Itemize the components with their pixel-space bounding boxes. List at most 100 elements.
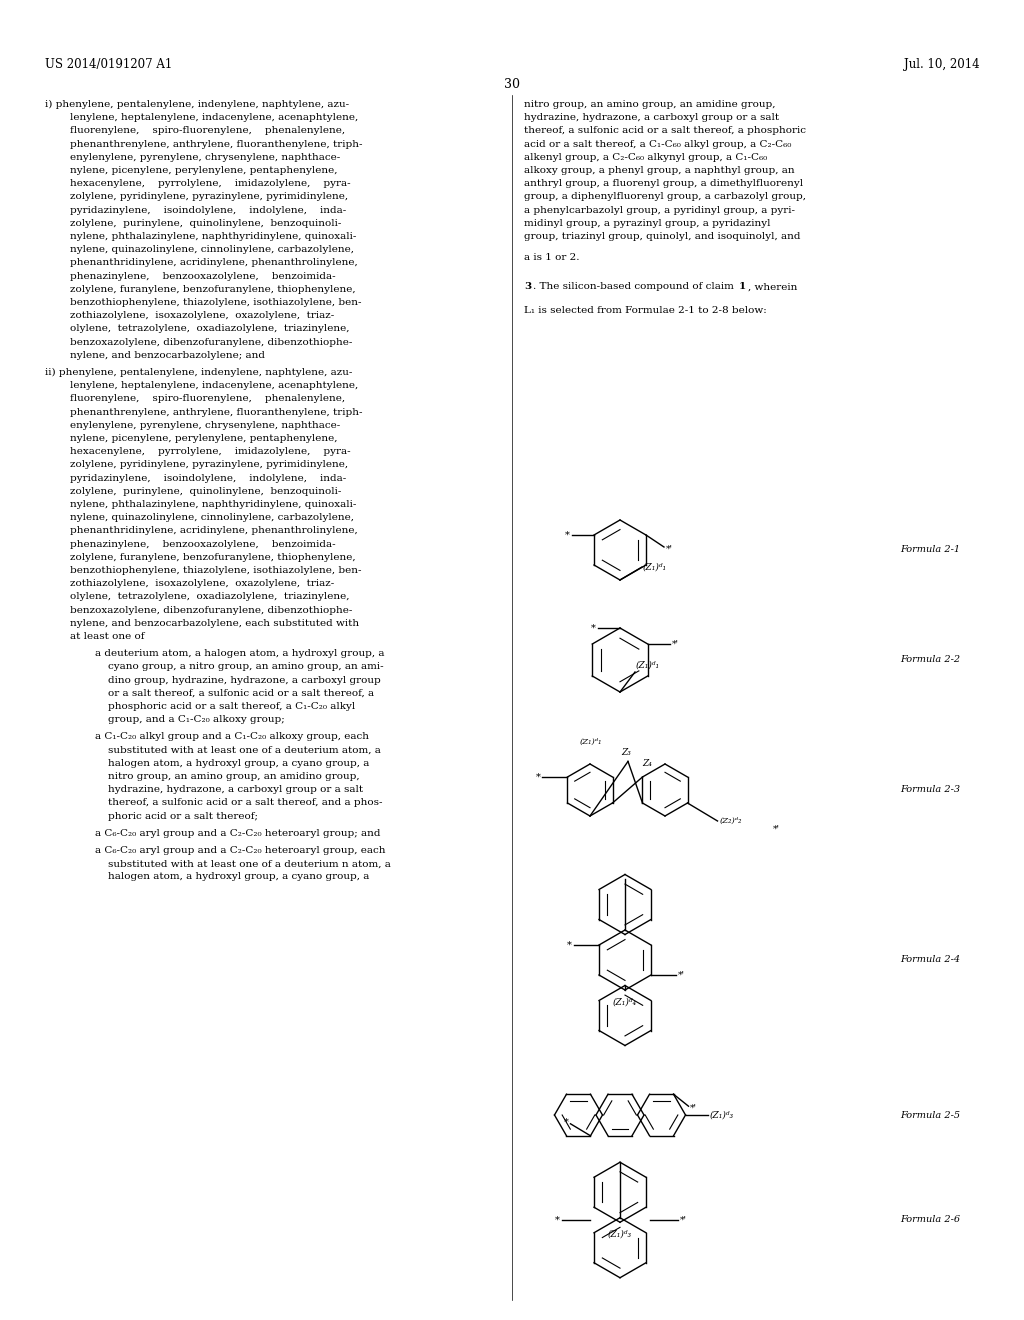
Text: fluorenylene,    spiro-fluorenylene,    phenalenylene,: fluorenylene, spiro-fluorenylene, phenal… — [70, 395, 345, 404]
Text: benzothiophenylene, thiazolylene, isothiazolylene, ben-: benzothiophenylene, thiazolylene, isothi… — [70, 298, 361, 308]
Text: phenazinylene,    benzooxazolylene,    benzoimida-: phenazinylene, benzooxazolylene, benzoim… — [70, 540, 336, 549]
Text: *: * — [536, 772, 541, 781]
Text: benzoxazolylene, dibenzofuranylene, dibenzothiophe-: benzoxazolylene, dibenzofuranylene, dibe… — [70, 338, 352, 347]
Text: alkenyl group, a C₂-C₆₀ alkynyl group, a C₁-C₆₀: alkenyl group, a C₂-C₆₀ alkynyl group, a… — [524, 153, 767, 162]
Text: (Z₁)ᵈ₄: (Z₁)ᵈ₄ — [613, 998, 637, 1006]
Text: nylene, phthalazinylene, naphthyridinylene, quinoxali-: nylene, phthalazinylene, naphthyridinyle… — [70, 232, 356, 242]
Text: halogen atom, a hydroxyl group, a cyano group, a: halogen atom, a hydroxyl group, a cyano … — [95, 759, 370, 768]
Text: 1: 1 — [739, 282, 746, 292]
Text: phoric acid or a salt thereof;: phoric acid or a salt thereof; — [95, 812, 258, 821]
Text: phenazinylene,    benzooxazolylene,    benzoimida-: phenazinylene, benzooxazolylene, benzoim… — [70, 272, 336, 281]
Text: phosphoric acid or a salt thereof, a C₁-C₂₀ alkyl: phosphoric acid or a salt thereof, a C₁-… — [95, 702, 355, 711]
Text: nylene, and benzocarbazolylene, each substituted with: nylene, and benzocarbazolylene, each sub… — [70, 619, 359, 628]
Text: Formula 2-2: Formula 2-2 — [900, 656, 961, 664]
Text: benzoxazolylene, dibenzofuranylene, dibenzothiophe-: benzoxazolylene, dibenzofuranylene, dibe… — [70, 606, 352, 615]
Text: *: * — [555, 1216, 560, 1225]
Text: US 2014/0191207 A1: US 2014/0191207 A1 — [45, 58, 172, 71]
Text: Formula 2-3: Formula 2-3 — [900, 785, 961, 795]
Text: *': *' — [678, 970, 685, 979]
Text: pyridazinylene,    isoindolylene,    indolylene,    inda-: pyridazinylene, isoindolylene, indolylen… — [70, 206, 346, 215]
Text: benzothiophenylene, thiazolylene, isothiazolylene, ben-: benzothiophenylene, thiazolylene, isothi… — [70, 566, 361, 576]
Text: zolylene, furanylene, benzofuranylene, thiophenylene,: zolylene, furanylene, benzofuranylene, t… — [70, 553, 355, 562]
Text: *': *' — [689, 1104, 696, 1113]
Text: (Z₂)ᵈ₂: (Z₂)ᵈ₂ — [720, 817, 742, 825]
Text: olylene,  tetrazolylene,  oxadiazolylene,  triazinylene,: olylene, tetrazolylene, oxadiazolylene, … — [70, 593, 349, 602]
Text: nylene, and benzocarbazolylene; and: nylene, and benzocarbazolylene; and — [70, 351, 265, 360]
Text: nitro group, an amino group, an amidine group,: nitro group, an amino group, an amidine … — [524, 100, 775, 110]
Text: olylene,  tetrazolylene,  oxadiazolylene,  triazinylene,: olylene, tetrazolylene, oxadiazolylene, … — [70, 325, 349, 334]
Text: alkoxy group, a phenyl group, a naphthyl group, an: alkoxy group, a phenyl group, a naphthyl… — [524, 166, 795, 176]
Text: zothiazolylene,  isoxazolylene,  oxazolylene,  triaz-: zothiazolylene, isoxazolylene, oxazolyle… — [70, 579, 334, 589]
Text: a phenylcarbazolyl group, a pyridinyl group, a pyri-: a phenylcarbazolyl group, a pyridinyl gr… — [524, 206, 795, 215]
Text: zolylene,  purinylene,  quinolinylene,  benzoquinoli-: zolylene, purinylene, quinolinylene, ben… — [70, 219, 341, 228]
Text: substituted with at least one of a deuterium atom, a: substituted with at least one of a deute… — [95, 746, 381, 755]
Text: midinyl group, a pyrazinyl group, a pyridazinyl: midinyl group, a pyrazinyl group, a pyri… — [524, 219, 770, 228]
Text: cyano group, a nitro group, an amino group, an ami-: cyano group, a nitro group, an amino gro… — [95, 663, 384, 672]
Text: Formula 2-5: Formula 2-5 — [900, 1110, 961, 1119]
Text: at least one of: at least one of — [70, 632, 144, 642]
Text: (Z₁)ᵈ₁: (Z₁)ᵈ₁ — [580, 738, 602, 746]
Text: nylene, picenylene, perylenylene, pentaphenylene,: nylene, picenylene, perylenylene, pentap… — [70, 434, 338, 444]
Text: hexacenylene,    pyrrolylene,    imidazolylene,    pyra-: hexacenylene, pyrrolylene, imidazolylene… — [70, 447, 350, 457]
Text: Formula 2-4: Formula 2-4 — [900, 956, 961, 965]
Text: pyridazinylene,    isoindolylene,    indolylene,    inda-: pyridazinylene, isoindolylene, indolylen… — [70, 474, 346, 483]
Text: a C₁-C₂₀ alkyl group and a C₁-C₂₀ alkoxy group, each: a C₁-C₂₀ alkyl group and a C₁-C₂₀ alkoxy… — [95, 733, 369, 742]
Text: L₁ is selected from Formulae 2-1 to 2-8 below:: L₁ is selected from Formulae 2-1 to 2-8 … — [524, 306, 767, 315]
Text: thereof, a sulfonic acid or a salt thereof, a phosphoric: thereof, a sulfonic acid or a salt there… — [524, 127, 806, 136]
Text: nylene, phthalazinylene, naphthyridinylene, quinoxali-: nylene, phthalazinylene, naphthyridinyle… — [70, 500, 356, 510]
Text: nylene, picenylene, perylenylene, pentaphenylene,: nylene, picenylene, perylenylene, pentap… — [70, 166, 338, 176]
Text: lenylene, heptalenylene, indacenylene, acenaphtylene,: lenylene, heptalenylene, indacenylene, a… — [70, 381, 358, 391]
Text: fluorenylene,    spiro-fluorenylene,    phenalenylene,: fluorenylene, spiro-fluorenylene, phenal… — [70, 127, 345, 136]
Text: 3: 3 — [524, 282, 531, 292]
Text: Formula 2-1: Formula 2-1 — [900, 545, 961, 554]
Text: dino group, hydrazine, hydrazone, a carboxyl group: dino group, hydrazine, hydrazone, a carb… — [95, 676, 381, 685]
Text: Formula 2-6: Formula 2-6 — [900, 1216, 961, 1225]
Text: nylene, quinazolinylene, cinnolinylene, carbazolylene,: nylene, quinazolinylene, cinnolinylene, … — [70, 246, 354, 255]
Text: anthryl group, a fluorenyl group, a dimethylfluorenyl: anthryl group, a fluorenyl group, a dime… — [524, 180, 803, 189]
Text: *: * — [567, 940, 572, 949]
Text: phenanthrenylene, anthrylene, fluoranthenylene, triph-: phenanthrenylene, anthrylene, fluoranthe… — [70, 140, 362, 149]
Text: or a salt thereof, a sulfonic acid or a salt thereof, a: or a salt thereof, a sulfonic acid or a … — [95, 689, 374, 698]
Text: Jul. 10, 2014: Jul. 10, 2014 — [904, 58, 980, 71]
Text: zolylene, pyridinylene, pyrazinylene, pyrimidinylene,: zolylene, pyridinylene, pyrazinylene, py… — [70, 193, 348, 202]
Text: zolylene,  purinylene,  quinolinylene,  benzoquinoli-: zolylene, purinylene, quinolinylene, ben… — [70, 487, 341, 496]
Text: *': *' — [672, 639, 679, 648]
Text: 30: 30 — [504, 78, 520, 91]
Text: group, triazinyl group, quinolyl, and isoquinolyl, and: group, triazinyl group, quinolyl, and is… — [524, 232, 801, 242]
Text: i) phenylene, pentalenylene, indenylene, naphtylene, azu-: i) phenylene, pentalenylene, indenylene,… — [45, 100, 349, 110]
Text: hydrazine, hydrazone, a carboxyl group or a salt: hydrazine, hydrazone, a carboxyl group o… — [95, 785, 364, 795]
Text: (Z₁)ᵈ₃: (Z₁)ᵈ₃ — [608, 1230, 632, 1238]
Text: a deuterium atom, a halogen atom, a hydroxyl group, a: a deuterium atom, a halogen atom, a hydr… — [95, 649, 384, 659]
Text: zolylene, pyridinylene, pyrazinylene, pyrimidinylene,: zolylene, pyridinylene, pyrazinylene, py… — [70, 461, 348, 470]
Text: . The silicon-based compound of claim: . The silicon-based compound of claim — [534, 282, 737, 292]
Text: *: * — [565, 531, 570, 540]
Text: (Z₁)ᵈ₁: (Z₁)ᵈ₁ — [636, 661, 660, 671]
Text: group, and a C₁-C₂₀ alkoxy group;: group, and a C₁-C₂₀ alkoxy group; — [95, 715, 285, 725]
Text: enylenylene, pyrenylene, chrysenylene, naphthace-: enylenylene, pyrenylene, chrysenylene, n… — [70, 153, 340, 162]
Text: *': *' — [680, 1216, 687, 1225]
Text: a C₆-C₂₀ aryl group and a C₂-C₂₀ heteroaryl group, each: a C₆-C₂₀ aryl group and a C₂-C₂₀ heteroa… — [95, 846, 385, 855]
Text: Z₄: Z₄ — [642, 759, 652, 768]
Text: substituted with at least one of a deuterium n atom, a: substituted with at least one of a deute… — [95, 859, 391, 869]
Text: zolylene, furanylene, benzofuranylene, thiophenylene,: zolylene, furanylene, benzofuranylene, t… — [70, 285, 355, 294]
Text: halogen atom, a hydroxyl group, a cyano group, a: halogen atom, a hydroxyl group, a cyano … — [95, 873, 370, 882]
Text: enylenylene, pyrenylene, chrysenylene, naphthace-: enylenylene, pyrenylene, chrysenylene, n… — [70, 421, 340, 430]
Text: nylene, quinazolinylene, cinnolinylene, carbazolylene,: nylene, quinazolinylene, cinnolinylene, … — [70, 513, 354, 523]
Text: phenanthrenylene, anthrylene, fluoranthenylene, triph-: phenanthrenylene, anthrylene, fluoranthe… — [70, 408, 362, 417]
Text: (Z₁)ᵈ₁: (Z₁)ᵈ₁ — [643, 562, 667, 572]
Text: (Z₁)ᵈ₃: (Z₁)ᵈ₃ — [710, 1110, 733, 1119]
Text: phenanthridinylene, acridinylene, phenanthrolinylene,: phenanthridinylene, acridinylene, phenan… — [70, 259, 357, 268]
Text: nitro group, an amino group, an amidino group,: nitro group, an amino group, an amidino … — [95, 772, 359, 781]
Text: Z₃: Z₃ — [622, 748, 631, 758]
Text: a C₆-C₂₀ aryl group and a C₂-C₂₀ heteroaryl group; and: a C₆-C₂₀ aryl group and a C₂-C₂₀ heteroa… — [95, 829, 381, 838]
Text: *: * — [591, 623, 596, 632]
Text: lenylene, heptalenylene, indacenylene, acenaphtylene,: lenylene, heptalenylene, indacenylene, a… — [70, 114, 358, 123]
Text: thereof, a sulfonic acid or a salt thereof, and a phos-: thereof, a sulfonic acid or a salt there… — [95, 799, 383, 808]
Text: *': *' — [666, 544, 673, 553]
Text: *: * — [563, 1117, 568, 1126]
Text: ii) phenylene, pentalenylene, indenylene, naphtylene, azu-: ii) phenylene, pentalenylene, indenylene… — [45, 368, 352, 378]
Text: group, a diphenylfluorenyl group, a carbazolyl group,: group, a diphenylfluorenyl group, a carb… — [524, 193, 806, 202]
Text: hexacenylene,    pyrrolylene,    imidazolylene,    pyra-: hexacenylene, pyrrolylene, imidazolylene… — [70, 180, 350, 189]
Text: zothiazolylene,  isoxazolylene,  oxazolylene,  triaz-: zothiazolylene, isoxazolylene, oxazolyle… — [70, 312, 334, 321]
Text: a is 1 or 2.: a is 1 or 2. — [524, 253, 580, 263]
